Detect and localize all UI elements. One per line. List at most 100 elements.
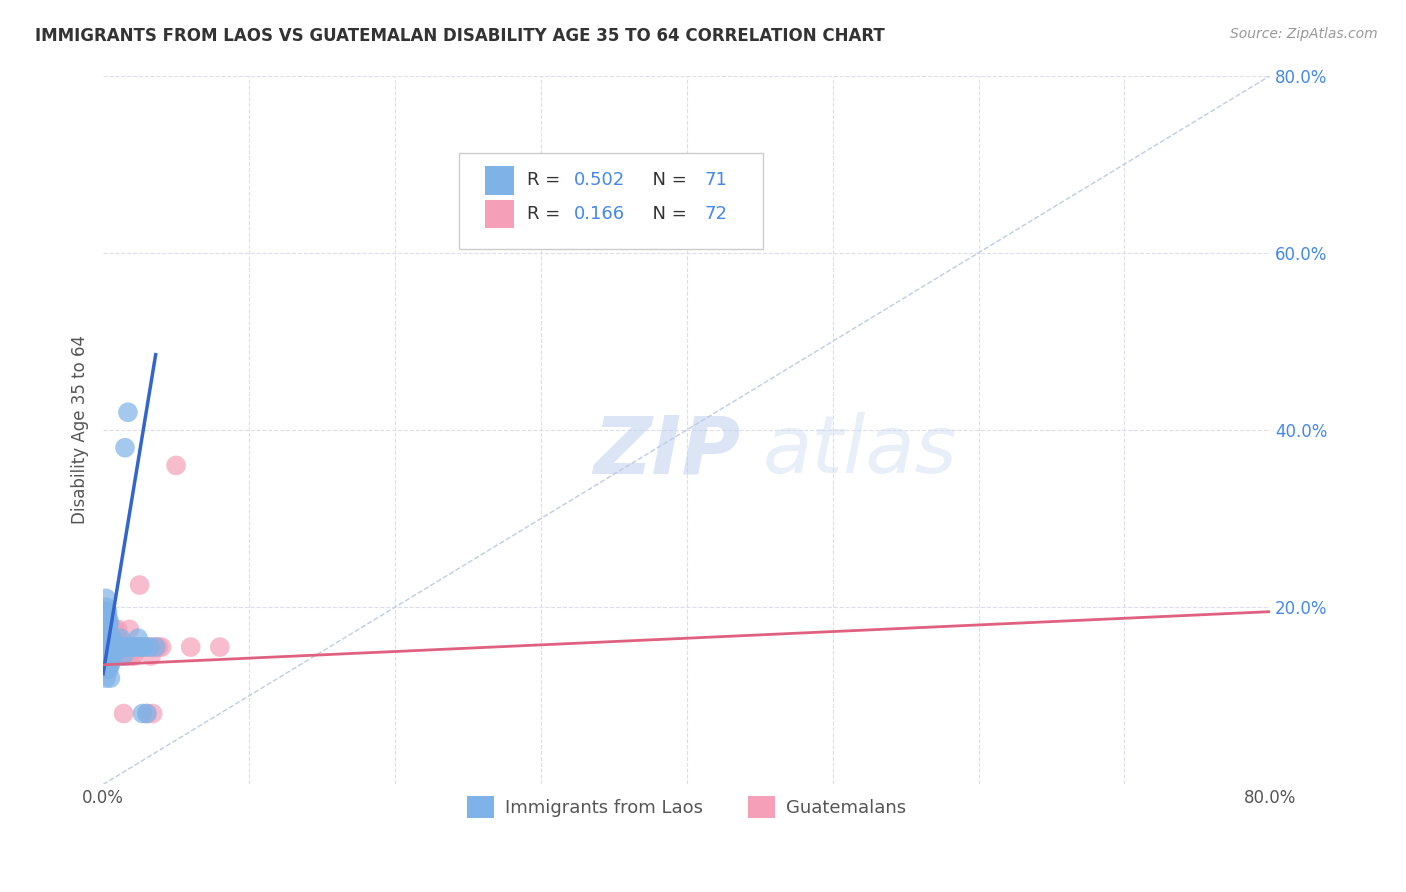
Point bbox=[208, 640, 231, 654]
Point bbox=[107, 640, 129, 654]
Point bbox=[141, 648, 163, 663]
Point bbox=[142, 706, 165, 721]
Point bbox=[98, 657, 121, 672]
Point bbox=[148, 640, 170, 654]
Point bbox=[135, 640, 157, 654]
Point bbox=[111, 640, 134, 654]
Point bbox=[96, 635, 118, 649]
Point bbox=[96, 631, 118, 645]
Point bbox=[103, 640, 125, 654]
Point bbox=[122, 648, 145, 663]
Point bbox=[94, 671, 117, 685]
Point bbox=[128, 578, 150, 592]
Point bbox=[94, 640, 117, 654]
Text: 0.166: 0.166 bbox=[574, 205, 624, 223]
Point bbox=[100, 631, 122, 645]
Point bbox=[100, 640, 122, 654]
Point bbox=[100, 653, 122, 667]
Point bbox=[96, 653, 118, 667]
Point bbox=[98, 653, 121, 667]
Point bbox=[118, 640, 141, 654]
Point bbox=[104, 640, 127, 654]
Point bbox=[150, 640, 173, 654]
Point bbox=[98, 640, 121, 654]
Point bbox=[139, 640, 162, 654]
Point bbox=[145, 640, 167, 654]
Point bbox=[112, 648, 135, 663]
Point bbox=[101, 631, 124, 645]
Point bbox=[93, 640, 115, 654]
Point bbox=[100, 648, 122, 663]
Point bbox=[112, 640, 135, 654]
Point bbox=[135, 706, 157, 721]
Point bbox=[121, 640, 143, 654]
Point bbox=[131, 706, 153, 721]
Point bbox=[107, 631, 129, 645]
Text: 72: 72 bbox=[704, 205, 727, 223]
Point bbox=[98, 631, 121, 645]
Point bbox=[100, 657, 122, 672]
Point bbox=[94, 635, 117, 649]
Point bbox=[98, 648, 121, 663]
Point bbox=[93, 662, 115, 676]
Point bbox=[103, 648, 125, 663]
Text: 71: 71 bbox=[704, 171, 727, 189]
Point bbox=[110, 640, 132, 654]
Point bbox=[94, 653, 117, 667]
Point bbox=[132, 640, 155, 654]
Point bbox=[98, 648, 121, 663]
Legend: Immigrants from Laos, Guatemalans: Immigrants from Laos, Guatemalans bbox=[460, 789, 914, 825]
Point bbox=[96, 618, 118, 632]
Point bbox=[105, 640, 128, 654]
Point bbox=[105, 648, 128, 663]
Point bbox=[104, 623, 127, 637]
Point bbox=[107, 640, 129, 654]
Point bbox=[135, 706, 157, 721]
Point bbox=[105, 640, 128, 654]
Point bbox=[98, 627, 121, 641]
Point bbox=[94, 618, 117, 632]
Point bbox=[127, 631, 149, 645]
Point bbox=[100, 648, 122, 663]
Point bbox=[108, 640, 131, 654]
Point bbox=[94, 644, 117, 658]
Point bbox=[101, 640, 124, 654]
Point bbox=[96, 648, 118, 663]
FancyBboxPatch shape bbox=[485, 200, 515, 228]
Point bbox=[101, 653, 124, 667]
Point bbox=[96, 657, 118, 672]
Point bbox=[114, 648, 136, 663]
Point bbox=[115, 640, 138, 654]
Point bbox=[165, 458, 187, 473]
Point bbox=[108, 648, 131, 663]
Text: R =: R = bbox=[527, 171, 565, 189]
Point bbox=[94, 627, 117, 641]
Point bbox=[101, 648, 124, 663]
Point bbox=[112, 706, 135, 721]
Point bbox=[103, 648, 125, 663]
Point bbox=[101, 631, 124, 645]
Point bbox=[139, 640, 162, 654]
Point bbox=[117, 405, 139, 419]
Text: N =: N = bbox=[641, 171, 693, 189]
Point bbox=[107, 648, 129, 663]
Point bbox=[96, 662, 118, 676]
Point bbox=[115, 648, 138, 663]
Point bbox=[120, 640, 142, 654]
Point bbox=[125, 640, 148, 654]
Point bbox=[100, 635, 122, 649]
Point bbox=[114, 640, 136, 654]
Point bbox=[114, 441, 136, 455]
Text: Source: ZipAtlas.com: Source: ZipAtlas.com bbox=[1230, 27, 1378, 41]
Point bbox=[96, 653, 118, 667]
Point bbox=[96, 623, 118, 637]
Point bbox=[93, 662, 115, 676]
Point bbox=[93, 609, 115, 624]
Point bbox=[128, 640, 150, 654]
Point bbox=[108, 640, 131, 654]
Point bbox=[115, 640, 138, 654]
Text: N =: N = bbox=[641, 205, 693, 223]
Point bbox=[96, 605, 118, 619]
Point bbox=[94, 591, 117, 606]
Point bbox=[118, 623, 141, 637]
